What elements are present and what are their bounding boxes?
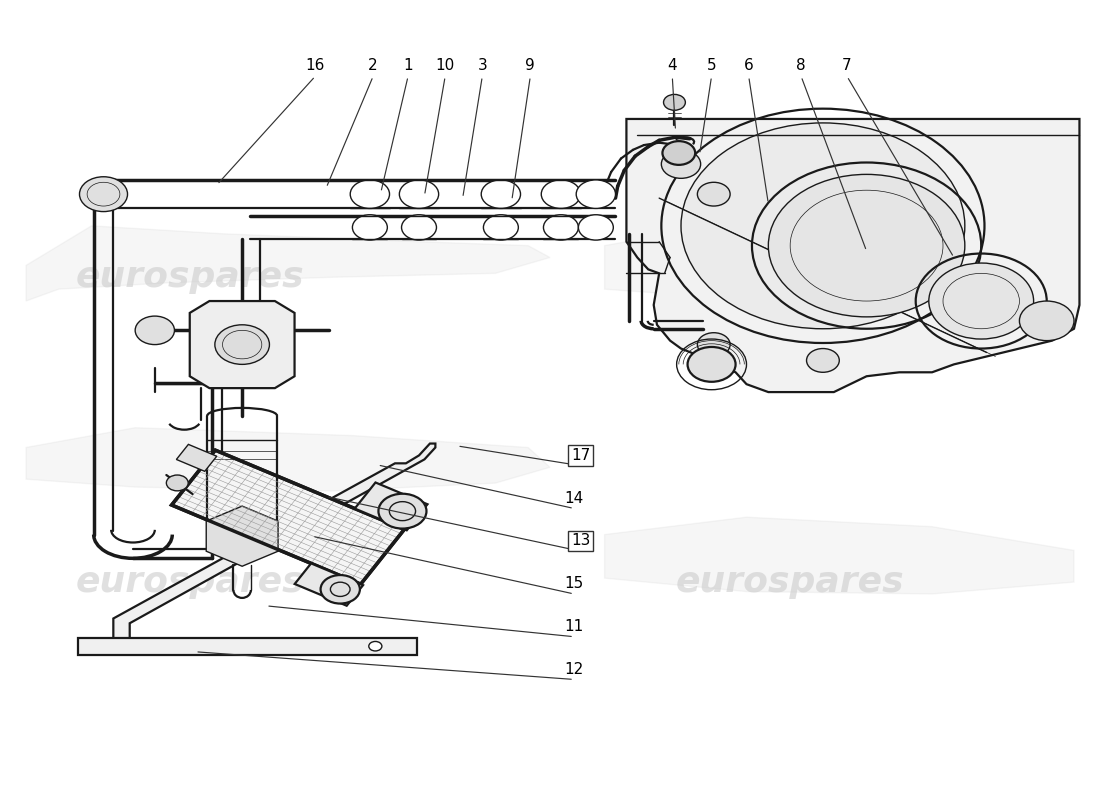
- Circle shape: [399, 180, 439, 209]
- Polygon shape: [26, 428, 550, 491]
- Text: 13: 13: [571, 534, 591, 549]
- Text: 1: 1: [404, 58, 412, 74]
- Text: 16: 16: [306, 58, 324, 74]
- Circle shape: [481, 180, 520, 209]
- Circle shape: [214, 325, 270, 364]
- Text: 14: 14: [564, 490, 584, 506]
- Circle shape: [79, 177, 128, 211]
- Polygon shape: [605, 517, 1074, 594]
- Circle shape: [579, 214, 614, 240]
- Circle shape: [697, 182, 730, 206]
- Circle shape: [483, 214, 518, 240]
- Polygon shape: [172, 450, 405, 584]
- Circle shape: [768, 174, 965, 317]
- Polygon shape: [626, 119, 1079, 392]
- Text: 12: 12: [564, 662, 584, 677]
- Circle shape: [378, 494, 427, 529]
- Circle shape: [368, 642, 382, 651]
- Polygon shape: [113, 443, 436, 639]
- Circle shape: [541, 180, 581, 209]
- Polygon shape: [26, 226, 550, 301]
- Text: 15: 15: [564, 576, 584, 591]
- Text: 10: 10: [436, 58, 454, 74]
- Circle shape: [661, 150, 701, 178]
- Text: eurospares: eurospares: [76, 565, 304, 599]
- Text: eurospares: eurospares: [76, 260, 304, 294]
- Text: 4: 4: [668, 58, 678, 74]
- Text: eurospares: eurospares: [675, 260, 904, 294]
- Circle shape: [681, 123, 965, 329]
- Circle shape: [352, 214, 387, 240]
- Polygon shape: [354, 482, 428, 530]
- Text: 3: 3: [477, 58, 487, 74]
- Text: 9: 9: [526, 58, 536, 74]
- Text: 6: 6: [744, 58, 754, 74]
- Circle shape: [576, 180, 616, 209]
- Polygon shape: [176, 444, 217, 471]
- Text: 7: 7: [843, 58, 851, 74]
- Polygon shape: [295, 563, 363, 606]
- Circle shape: [928, 263, 1034, 339]
- Circle shape: [402, 214, 437, 240]
- Circle shape: [662, 141, 695, 165]
- Text: 8: 8: [796, 58, 806, 74]
- Polygon shape: [189, 301, 295, 388]
- Circle shape: [135, 316, 175, 345]
- Polygon shape: [605, 226, 1074, 301]
- Circle shape: [1020, 301, 1074, 341]
- Circle shape: [663, 94, 685, 110]
- Text: 17: 17: [571, 448, 591, 463]
- Text: eurospares: eurospares: [675, 565, 904, 599]
- Circle shape: [350, 180, 389, 209]
- Polygon shape: [78, 638, 417, 655]
- Circle shape: [166, 475, 188, 491]
- Polygon shape: [206, 506, 278, 566]
- Circle shape: [543, 214, 579, 240]
- Circle shape: [697, 333, 730, 357]
- Text: 2: 2: [368, 58, 378, 74]
- Circle shape: [320, 575, 360, 603]
- Text: 5: 5: [707, 58, 716, 74]
- Circle shape: [806, 349, 839, 372]
- Circle shape: [688, 347, 736, 382]
- Text: 11: 11: [564, 619, 584, 634]
